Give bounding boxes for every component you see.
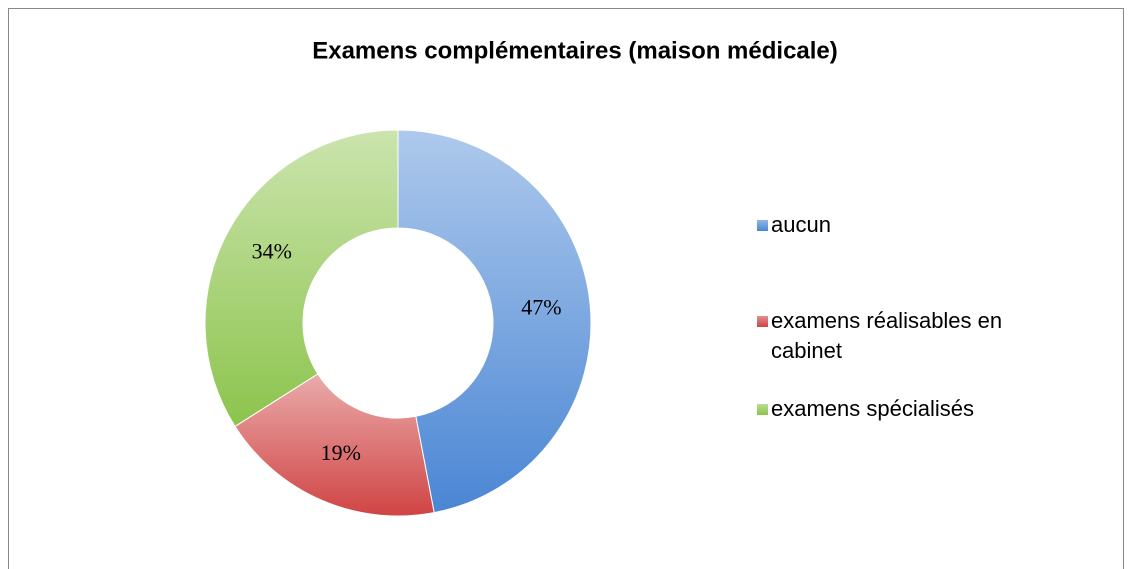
legend-label: examens réalisables en cabinet — [771, 308, 1003, 363]
chart-border — [8, 8, 1124, 569]
legend-label: aucun — [771, 212, 831, 237]
legend-item: examens spécialisés — [757, 394, 1077, 424]
data-label: 34% — [252, 239, 292, 264]
legend-swatch — [757, 316, 768, 327]
legend-label: examens spécialisés — [771, 396, 974, 421]
chart-title: Examens complémentaires (maison médicale… — [312, 37, 838, 64]
legend-item: aucun — [757, 210, 1077, 240]
donut-segment — [397, 129, 592, 514]
data-label: 47% — [521, 294, 561, 319]
legend-swatch — [757, 220, 768, 231]
donut-segment — [234, 373, 435, 517]
donut-segment — [204, 129, 399, 428]
legend-swatch — [757, 404, 768, 415]
legend-item: examens réalisables en cabinet — [757, 306, 1077, 366]
legend: aucun examens réalisables en cabinet exame… — [757, 210, 1077, 452]
data-label: 19% — [321, 440, 361, 465]
